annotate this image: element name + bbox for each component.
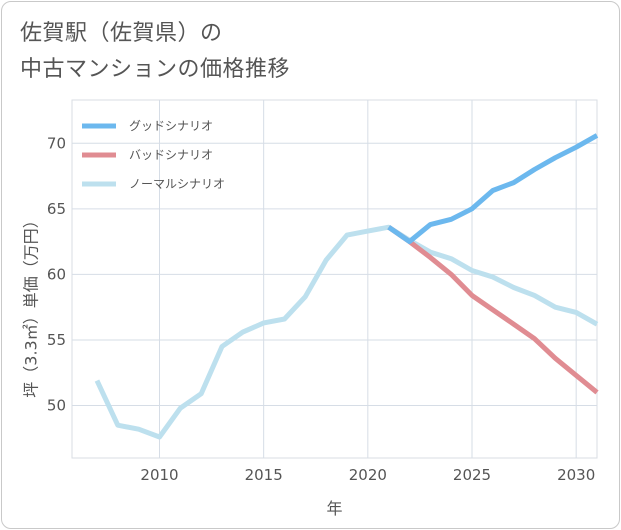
x-axis-label: 年 [326, 499, 342, 518]
chart-title-line-2: 中古マンションの価格推移 [20, 57, 291, 82]
grid [71, 99, 598, 459]
legend-label-2: バッドシナリオ [129, 148, 213, 162]
series-line-2 [387, 225, 599, 395]
x-tick-label: 2030 [557, 466, 595, 484]
chart-title: 佐賀駅（佐賀県）の 中古マンションの価格推移 [20, 16, 290, 88]
x-tick-label: 2025 [453, 466, 491, 484]
y-tick-label: 60 [47, 265, 66, 283]
y-tick-labels: 50 55 60 65 70 [47, 134, 66, 414]
y-tick-label: 65 [47, 200, 66, 218]
y-tick-label: 50 [47, 397, 66, 415]
y-axis-label: 坪（3.3㎡）単価（万円） [22, 212, 41, 397]
y-tick-label: 55 [47, 331, 66, 349]
x-tick-labels: 2010 2015 2020 2025 2030 [140, 466, 595, 484]
x-tick-label: 2015 [245, 466, 283, 484]
y-tick-label: 70 [47, 134, 66, 152]
series-line-3 [94, 224, 599, 440]
legend-label-3: ノーマルシナリオ [129, 177, 225, 191]
series-line-1 [387, 133, 599, 245]
x-tick-label: 2020 [349, 466, 387, 484]
series-lines [94, 133, 599, 440]
legend-label-1: グッドシナリオ [129, 119, 213, 133]
chart-title-line-1: 佐賀駅（佐賀県）の [20, 21, 223, 46]
plot-area [71, 99, 598, 459]
x-tick-label: 2010 [140, 466, 178, 484]
